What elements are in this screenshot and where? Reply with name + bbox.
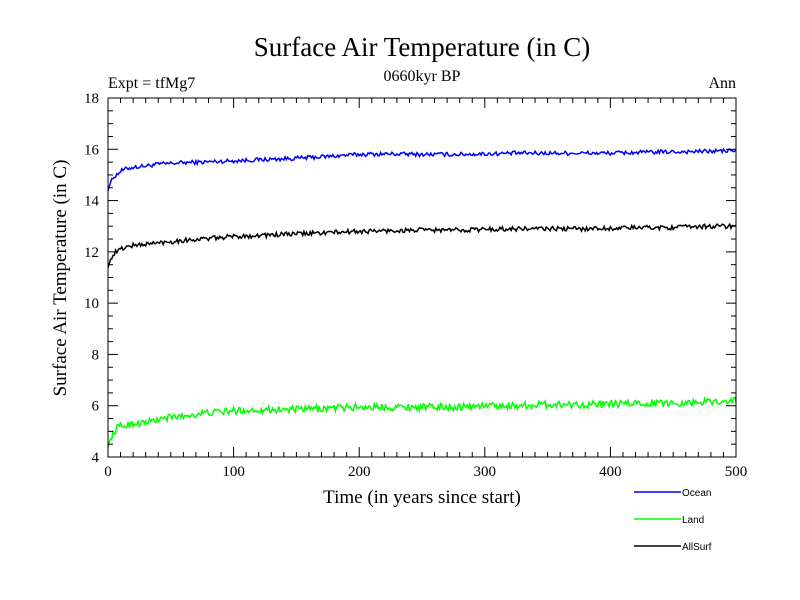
y-tick-label: 10 (84, 296, 99, 312)
y-tick-label: 6 (92, 399, 100, 415)
y-tick-label: 4 (92, 450, 100, 466)
chart-title: Surface Air Temperature (in C) (254, 32, 591, 62)
series-line-allsurf (107, 222, 737, 268)
x-tick-label: 300 (474, 464, 497, 480)
y-tick-label: 16 (84, 142, 100, 158)
x-tick-label: 0 (104, 464, 112, 480)
period-label: Ann (708, 75, 736, 92)
x-tick-label: 500 (725, 464, 748, 480)
x-tick-label: 200 (348, 464, 371, 480)
chart-subtitle: 0660kyr BP (384, 68, 461, 85)
y-tick-label: 18 (84, 91, 99, 107)
x-tick-label: 100 (222, 464, 245, 480)
y-axis-label: Surface Air Temperature (in C) (50, 160, 71, 397)
legend-label-land: Land (682, 515, 704, 526)
series-line-ocean (107, 147, 737, 191)
legend-label-allsurf: AllSurf (682, 542, 712, 553)
series-line-land (107, 395, 737, 448)
legend: Ocean Land AllSurf (634, 488, 712, 553)
series-layer (107, 147, 737, 448)
axes-layer: 0 100 200 300 400 500 4 6 8 10 12 14 16 18 (84, 91, 747, 480)
y-tick-label: 14 (84, 194, 100, 210)
x-axis-label: Time (in years since start) (323, 487, 521, 508)
legend-label-ocean: Ocean (682, 488, 711, 499)
y-tick-label: 12 (84, 245, 99, 261)
expt-label: Expt = tfMg7 (108, 75, 195, 92)
x-tick-label: 400 (599, 464, 622, 480)
y-tick-label: 8 (92, 347, 100, 363)
